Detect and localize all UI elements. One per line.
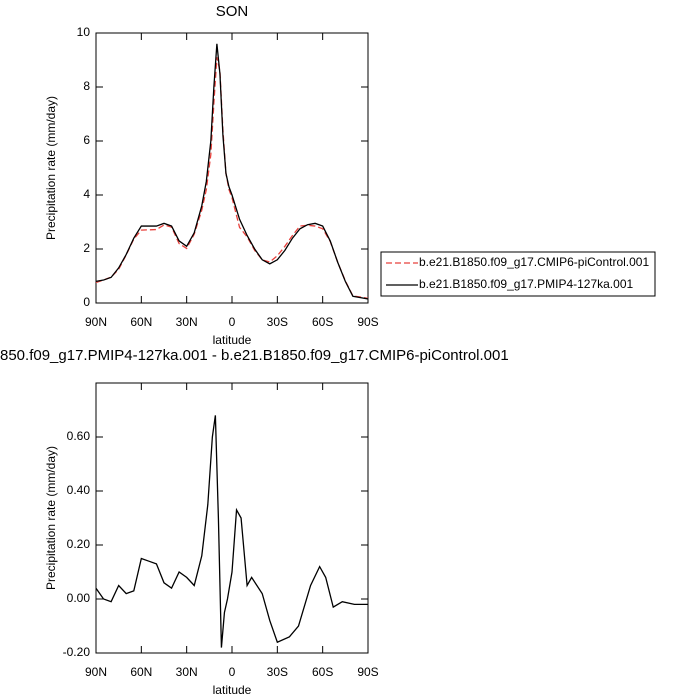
y-tick-label: 0 bbox=[83, 295, 90, 309]
x-axis-label: latitude bbox=[213, 333, 252, 347]
chart-title: SON bbox=[216, 3, 249, 20]
x-tick-label: 60S bbox=[312, 665, 333, 679]
x-tick-label: 0 bbox=[229, 665, 236, 679]
y-tick-label: 4 bbox=[83, 187, 90, 201]
x-tick-label: 0 bbox=[229, 315, 236, 329]
x-tick-label: 30N bbox=[176, 315, 198, 329]
x-tick-label: 60S bbox=[312, 315, 333, 329]
data-line bbox=[95, 57, 369, 300]
y-tick-label: 2 bbox=[83, 241, 90, 255]
y-tick-label: 0.00 bbox=[67, 591, 91, 605]
x-tick-label: 90N bbox=[85, 665, 107, 679]
y-tick-label: 10 bbox=[77, 25, 91, 39]
chart-title: 850.f09_g17.PMIP4-127ka.001 - b.e21.B185… bbox=[0, 347, 509, 364]
y-tick-label: -0.20 bbox=[63, 645, 91, 659]
x-axis-label: latitude bbox=[213, 683, 252, 697]
x-tick-label: 90N bbox=[85, 315, 107, 329]
x-tick-label: 90S bbox=[357, 665, 378, 679]
plot-frame bbox=[95, 32, 369, 304]
x-tick-label: 30N bbox=[176, 665, 198, 679]
y-tick-label: 0.40 bbox=[67, 483, 91, 497]
data-line bbox=[95, 415, 368, 648]
x-tick-label: 90S bbox=[357, 315, 378, 329]
legend: b.e21.B1850.f09_g17.CMIP6-piControl.001b… bbox=[380, 251, 656, 297]
y-tick-label: 0.20 bbox=[67, 537, 91, 551]
x-tick-label: 60N bbox=[130, 665, 152, 679]
legend-label: b.e21.B1850.f09_g17.PMIP4-127ka.001 bbox=[419, 277, 633, 291]
legend-box bbox=[380, 251, 656, 297]
y-tick-label: 6 bbox=[83, 133, 90, 147]
plot-frame bbox=[95, 382, 369, 654]
y-tick-label: 0.60 bbox=[67, 429, 91, 443]
x-tick-label: 30S bbox=[267, 315, 288, 329]
y-tick-label: 8 bbox=[83, 79, 90, 93]
y-axis-label: Precipitation rate (mm/day) bbox=[44, 96, 58, 240]
x-tick-label: 30S bbox=[267, 665, 288, 679]
x-tick-label: 60N bbox=[130, 315, 152, 329]
y-axis-label: Precipitation rate (mm/day) bbox=[44, 446, 58, 590]
data-line bbox=[95, 43, 369, 300]
legend-label: b.e21.B1850.f09_g17.CMIP6-piControl.001 bbox=[419, 255, 649, 269]
